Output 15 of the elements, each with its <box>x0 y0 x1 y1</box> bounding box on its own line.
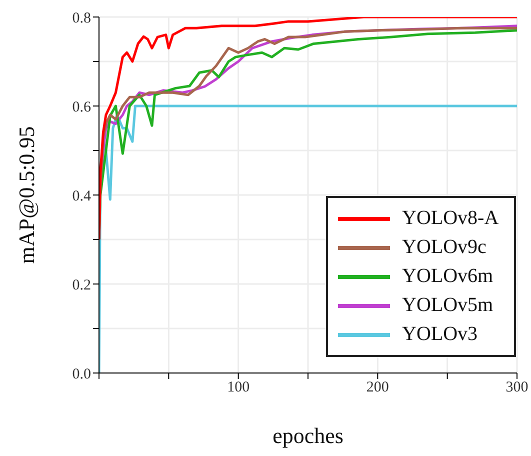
y-tick-label: 0.6 <box>72 99 92 116</box>
y-tick-label: 0.8 <box>72 10 91 26</box>
y-axis-title: mAP@0.5:0.95 <box>14 126 39 264</box>
x-axis-title: epoches <box>272 423 344 448</box>
legend-label: YOLOv6m <box>402 265 494 288</box>
x-tick-label: 200 <box>366 380 389 396</box>
y-tick-label: 0.2 <box>72 277 91 294</box>
y-tick-label: 0.0 <box>72 366 91 382</box>
legend-label: YOLOv8-A <box>402 207 499 230</box>
x-tick-label: 300 <box>506 380 528 396</box>
legend-label: YOLOv3 <box>402 323 478 346</box>
x-tick-label: 100 <box>227 380 250 396</box>
y-tick-label: 0.4 <box>72 188 92 204</box>
legend-label: YOLOv5m <box>402 294 494 317</box>
legend-label: YOLOv9c <box>402 236 486 259</box>
